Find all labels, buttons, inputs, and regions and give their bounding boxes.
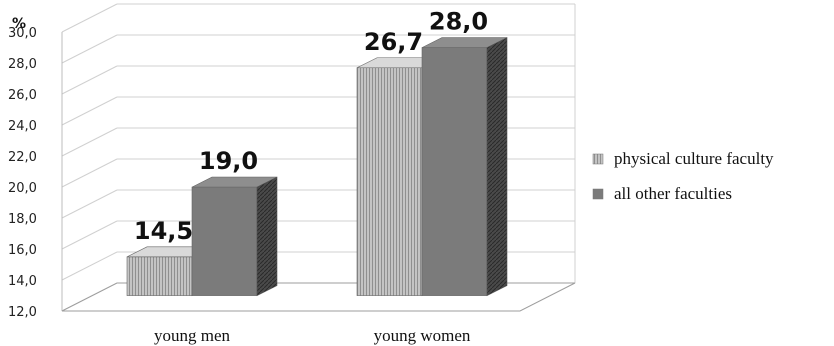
y-unit-label: % <box>12 16 26 32</box>
bars <box>126 37 508 297</box>
bar <box>126 256 193 296</box>
x-tick-label: young men <box>154 326 231 345</box>
legend-swatch <box>592 153 604 165</box>
legend: physical culture faculty all other facult… <box>592 149 774 203</box>
legend-swatch <box>592 188 604 200</box>
gridline-side <box>61 3 118 33</box>
x-tick-label: young women <box>374 326 471 345</box>
bar-side <box>486 37 508 297</box>
legend-label: physical culture faculty <box>614 149 774 168</box>
y-tick-label: 18,0 <box>8 212 37 227</box>
y-tick-label: 20,0 <box>8 181 37 196</box>
y-tick-label: 28,0 <box>8 57 37 72</box>
gridline-side <box>61 220 118 250</box>
bar <box>191 186 258 296</box>
data-labels: 14,5 19,0 26,728,0 <box>134 8 488 245</box>
gridline-side <box>61 65 118 95</box>
data-label: 26,7 <box>364 28 423 56</box>
gridline-side <box>61 189 118 219</box>
gridline-side <box>61 96 118 126</box>
bar <box>356 67 423 296</box>
y-tick-label: 12,0 <box>8 305 37 320</box>
x-axis-labels: young men young women <box>154 326 471 345</box>
y-tick-label: 26,0 <box>8 88 37 103</box>
y-tick-label: 16,0 <box>8 243 37 258</box>
data-label: 28,0 <box>429 8 488 36</box>
bar-side <box>256 176 278 297</box>
y-tick-label: 14,0 <box>8 274 37 289</box>
data-label: 14,5 <box>134 217 193 245</box>
data-label: 19,0 <box>199 147 258 175</box>
y-tick-label: 22,0 <box>8 150 37 165</box>
y-tick-label: 24,0 <box>8 119 37 134</box>
gridline-side <box>61 158 118 188</box>
bar <box>421 47 488 296</box>
gridline-side <box>61 251 118 281</box>
gridline-side <box>61 34 118 64</box>
y-axis: 12,0 14,0 16,0 18,0 20,0 22,0 24,0 26,0 28,0 30,0 <box>8 26 37 320</box>
y-tick-label: 30,0 <box>8 26 37 41</box>
gridline-side <box>61 127 118 157</box>
legend-label: all other faculties <box>614 184 732 203</box>
